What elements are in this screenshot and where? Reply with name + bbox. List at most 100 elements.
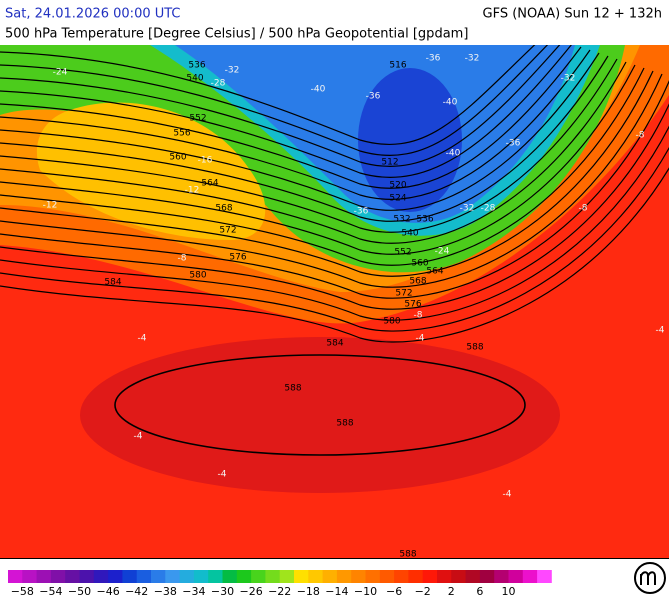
colorbar: −58 −54 −50 −46 −42 −38 −34 −30 −26 −22 −18 −14 −10−…: [8, 570, 552, 598]
temperature-label: -8: [414, 311, 423, 321]
contour-label: 564: [201, 179, 218, 189]
contour-line: [0, 146, 669, 332]
contour-label: 540: [186, 74, 203, 84]
colorbar-label: −38: [154, 585, 177, 598]
contour-line: [0, 73, 663, 288]
contour-label: 532: [393, 215, 410, 225]
contour-line: [0, 55, 609, 222]
contour-line: [0, 58, 618, 233]
contour-label: 564: [426, 267, 443, 277]
temperature-label: -40: [443, 98, 458, 108]
colorbar-label: −42: [125, 585, 148, 598]
contour-line: [0, 64, 636, 255]
temperature-label: -40: [311, 85, 326, 95]
contour-label: 576: [229, 253, 246, 263]
colorbar-swatch: [308, 570, 323, 583]
contour-label: 588: [466, 343, 483, 353]
colorbar-swatch: [408, 570, 424, 583]
model-run: GFS (NOAA) Sun 12 + 132h: [483, 7, 662, 22]
contour-label: 584: [104, 278, 121, 288]
temperature-label: -28: [481, 204, 496, 214]
contour-label: 580: [189, 271, 206, 281]
colorbar-swatch: [537, 570, 552, 583]
contour-label: 572: [395, 289, 412, 299]
colorbar-label: −58: [11, 585, 34, 598]
colorbar-swatch: [50, 570, 66, 583]
colorbar-swatch: [193, 570, 209, 583]
contour-588: [114, 354, 526, 456]
colorbar-swatch: [294, 570, 309, 583]
temperature-label: -4: [138, 334, 147, 344]
temperature-label: -12: [43, 201, 58, 211]
temperature-label: -16: [198, 156, 213, 166]
temperature-label: -24: [53, 68, 68, 78]
contour-label: 516: [389, 61, 406, 71]
colorbar-swatch: [222, 570, 238, 583]
contour-label: 588: [399, 550, 416, 560]
temperature-label: -8: [579, 204, 588, 214]
temperature-label: -24: [435, 247, 450, 257]
temperature-label: -36: [506, 139, 521, 149]
colorbar-swatch: [179, 570, 195, 583]
temperature-label: -8: [636, 131, 645, 141]
contour-label: 540: [401, 229, 418, 239]
colorbar-swatch: [508, 570, 524, 583]
colorbar-swatch: [151, 570, 166, 583]
colorbar-label: −54: [39, 585, 62, 598]
contour-label: 560: [169, 153, 186, 163]
colorbar-label: −34: [182, 585, 205, 598]
contour-label: 572: [219, 226, 236, 236]
colorbar-swatch: [79, 570, 95, 583]
colorbar-label: −46: [96, 585, 119, 598]
colorbar-swatch: [236, 570, 252, 583]
colorbar-label: −30: [211, 585, 234, 598]
temperature-label: -36: [354, 207, 369, 217]
colorbar-swatch: [22, 570, 37, 583]
colorbar-swatch: [336, 570, 352, 583]
contour-label: 552: [189, 114, 206, 124]
contour-line: [0, 125, 669, 321]
contour-label: 536: [188, 61, 205, 71]
colorbar-label: −2: [415, 585, 431, 598]
contour-line: [0, 79, 669, 299]
colorbar-swatch: [265, 570, 281, 583]
colorbar-swatch: [136, 570, 152, 583]
contour-label: 556: [173, 129, 190, 139]
colorbar-swatch: [208, 570, 223, 583]
colorbar-swatch: [351, 570, 366, 583]
temperature-label: -32: [225, 66, 240, 76]
colorbar-swatch: [108, 570, 123, 583]
contour-line: [0, 45, 572, 178]
temperature-label: -28: [211, 79, 226, 89]
contour-label: 584: [326, 339, 343, 349]
temperature-label: -4: [656, 326, 665, 336]
contour-label: 560: [411, 259, 428, 269]
temperature-label: -36: [426, 54, 441, 64]
contour-line: [0, 61, 627, 244]
colorbar-swatch: [437, 570, 452, 583]
colorbar-swatch: [522, 570, 538, 583]
contour-label: 552: [394, 248, 411, 258]
colorbar-swatch: [93, 570, 109, 583]
temperature-label: -4: [416, 334, 425, 344]
colorbar-swatch: [36, 570, 52, 583]
contour-line: [0, 67, 645, 266]
temperature-label: -32: [561, 74, 576, 84]
temperature-label: -36: [366, 92, 381, 102]
contour-label: 576: [404, 300, 421, 310]
colorbar-label: −6: [386, 585, 402, 598]
field-dark-red: [80, 337, 560, 493]
contour-line: [0, 45, 536, 145]
contour-line: [0, 167, 669, 343]
contour-line: [0, 52, 600, 211]
colorbar-swatch: [465, 570, 481, 583]
colorbar-swatch: [394, 570, 409, 583]
colorbar-swatch: [8, 570, 23, 583]
colorbar-swatch: [322, 570, 338, 583]
temperature-label: -32: [460, 204, 475, 214]
field-dark-blue: [358, 68, 462, 212]
colorbar-swatch: [422, 570, 438, 583]
contour-label: 536: [416, 215, 433, 225]
